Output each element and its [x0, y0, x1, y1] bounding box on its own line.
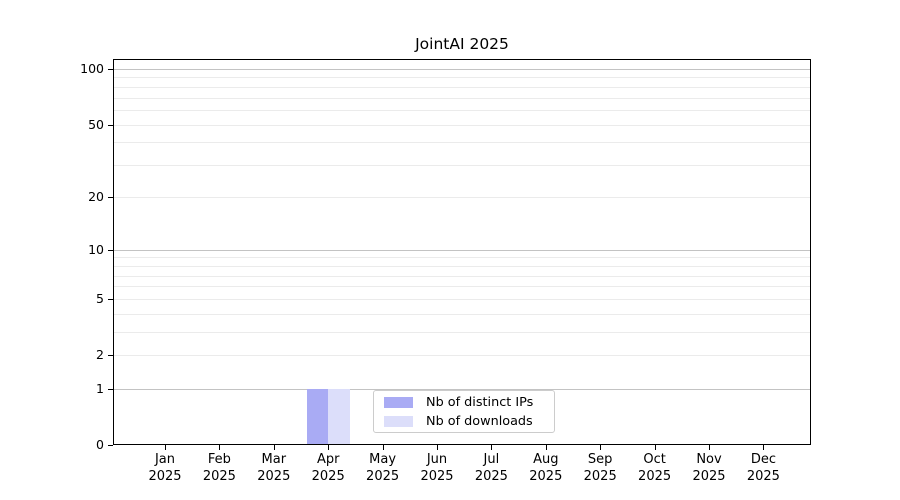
bar-nb-of-distinct-ips [306, 388, 329, 444]
x-tick-mark [600, 445, 602, 450]
x-tick-label: Sep 2025 [583, 452, 617, 484]
y-tick-label: 50 [88, 116, 104, 132]
y-tick-label: 1 [96, 380, 104, 396]
minor-gridline [114, 142, 810, 144]
major-gridline [114, 68, 810, 70]
legend-entry: Nb of downloads [384, 414, 554, 429]
y-tick-mark [108, 196, 113, 198]
minor-gridline [114, 77, 810, 79]
legend-entry: Nb of distinct IPs [384, 395, 554, 410]
x-tick-label: Aug 2025 [529, 452, 563, 484]
x-tick-mark [219, 445, 221, 450]
x-tick-mark [654, 445, 656, 450]
y-tick-mark [108, 388, 113, 390]
major-gridline [114, 388, 810, 390]
x-tick-mark [328, 445, 330, 450]
minor-gridline [114, 257, 810, 259]
right-spine [810, 59, 811, 445]
y-tick-mark [108, 298, 113, 300]
legend: Nb of distinct IPs Nb of downloads [373, 390, 555, 433]
y-tick-label: 5 [96, 290, 104, 306]
x-tick-label: Apr 2025 [311, 452, 345, 484]
minor-gridline [114, 313, 810, 315]
y-tick-mark [108, 68, 113, 70]
y-tick-label: 10 [88, 241, 104, 257]
legend-entry-label: Nb of downloads [426, 413, 533, 429]
x-tick-mark [491, 445, 493, 450]
plot-area: Nb of distinct IPs Nb of downloads [113, 59, 811, 445]
chart-title: JointAI 2025 [415, 35, 509, 53]
x-tick-mark [545, 445, 547, 450]
bar-nb-of-downloads [328, 388, 350, 444]
x-tick-mark [273, 445, 275, 450]
x-tick-mark [709, 445, 710, 450]
y-tick-label: 20 [88, 188, 104, 204]
x-tick-label: Jun 2025 [420, 452, 454, 484]
minor-gridline [114, 275, 810, 277]
legend-swatch [384, 396, 413, 408]
x-tick-label: Feb 2025 [202, 452, 236, 484]
y-tick-label: 2 [96, 347, 104, 363]
bottom-spine [113, 444, 811, 445]
y-tick-mark [108, 445, 113, 446]
y-tick-mark [108, 124, 113, 126]
minor-gridline [114, 265, 810, 267]
x-tick-mark [437, 445, 438, 450]
legend-swatch [384, 415, 413, 427]
minor-gridline [114, 286, 810, 288]
x-tick-label: Mar 2025 [257, 452, 291, 484]
y-tick-label: 0 [96, 437, 104, 452]
y-tick-label: 100 [80, 60, 104, 76]
minor-gridline [114, 298, 810, 300]
minor-gridline [114, 86, 810, 88]
x-tick-label: Nov 2025 [692, 452, 726, 484]
y-tick-mark [108, 249, 113, 251]
minor-gridline [114, 196, 810, 198]
x-tick-label: Jul 2025 [474, 452, 508, 484]
minor-gridline [114, 109, 810, 111]
legend-entry-label: Nb of distinct IPs [426, 394, 534, 410]
minor-gridline [114, 355, 810, 357]
y-tick-mark [108, 355, 113, 357]
minor-gridline [114, 165, 810, 167]
minor-gridline [114, 97, 810, 99]
major-gridline [114, 249, 810, 251]
x-tick-label: Oct 2025 [638, 452, 672, 484]
minor-gridline [114, 332, 810, 334]
x-tick-label: Jan 2025 [148, 452, 182, 484]
x-tick-label: May 2025 [366, 452, 400, 484]
x-tick-mark [382, 445, 384, 450]
top-spine [113, 59, 811, 60]
x-tick-label: Dec 2025 [746, 452, 780, 484]
x-tick-mark [165, 445, 166, 450]
x-tick-mark [763, 445, 765, 450]
left-spine [113, 59, 114, 445]
minor-gridline [114, 124, 810, 126]
